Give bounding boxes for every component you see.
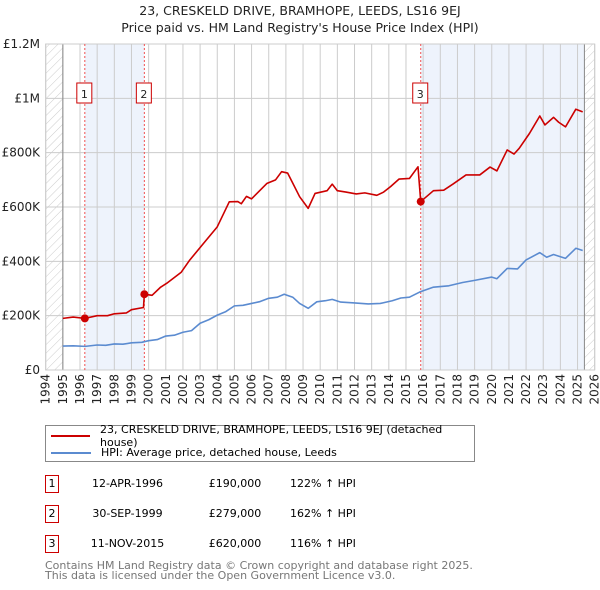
transaction-row: 3 11-NOV-2015 £620,000 116% ↑ HPI xyxy=(45,535,485,555)
y-tick-label: £600K xyxy=(2,200,42,214)
transaction-hpi: 122% ↑ HPI xyxy=(290,477,356,490)
y-tick-label: £200K xyxy=(2,309,42,323)
property-price-line xyxy=(62,108,583,320)
y-tick-label: £1.2M xyxy=(3,37,40,51)
transaction-row: 2 30-SEP-1999 £279,000 162% ↑ HPI xyxy=(45,505,485,525)
sale-point xyxy=(80,314,89,323)
y-tick-label: £400K xyxy=(2,254,42,268)
legend-item-property: 23, CRESKELD DRIVE, BRAMHOPE, LEEDS, LS1… xyxy=(46,423,474,449)
transaction-price: £190,000 xyxy=(208,477,262,490)
transaction-number: 3 xyxy=(45,535,59,553)
sale-point xyxy=(140,290,149,299)
x-tick-label: 2004 xyxy=(210,374,224,405)
x-tick-label: 2020 xyxy=(485,374,499,405)
legend-swatch-property xyxy=(51,434,91,437)
x-tick-label: 2015 xyxy=(399,374,413,405)
x-tick-label: 2001 xyxy=(159,374,173,405)
plot-border xyxy=(45,43,596,371)
x-tick-label: 2021 xyxy=(502,374,516,405)
sale-label-box xyxy=(76,82,93,104)
x-tick-label: 2012 xyxy=(348,374,362,405)
x-tick-label: 2008 xyxy=(279,374,293,405)
x-tick-label: 2025 xyxy=(571,374,585,405)
transaction-price: £620,000 xyxy=(208,537,262,550)
x-tick-label: 2009 xyxy=(296,374,310,405)
x-tick-label: 2011 xyxy=(330,374,344,405)
x-tick-label: 2022 xyxy=(519,374,533,405)
sale-label-number: 1 xyxy=(81,88,88,101)
footer-licence: This data is licensed under the Open Gov… xyxy=(45,569,396,582)
x-tick-label: 2024 xyxy=(553,374,567,405)
legend-label-hpi: HPI: Average price, detached house, Leed… xyxy=(101,446,337,459)
transaction-row: 1 12-APR-1996 £190,000 122% ↑ HPI xyxy=(45,475,485,495)
y-tick-label: £1M xyxy=(14,91,40,105)
x-tick-label: 2017 xyxy=(433,374,447,405)
hpi-line xyxy=(62,247,583,348)
x-tick-label: 2013 xyxy=(365,374,379,405)
x-tick-label: 2007 xyxy=(262,374,276,405)
sale-label-number: 2 xyxy=(140,88,147,101)
transaction-hpi: 116% ↑ HPI xyxy=(290,537,356,550)
sale-label-box xyxy=(412,82,429,104)
sale-label-number: 3 xyxy=(417,88,424,101)
chart-subtitle: Price paid vs. HM Land Registry's House … xyxy=(121,20,479,35)
sale-label-box xyxy=(135,82,152,104)
x-tick-label: 1995 xyxy=(56,374,70,405)
x-tick-label: 2018 xyxy=(450,374,464,405)
legend-label-property: 23, CRESKELD DRIVE, BRAMHOPE, LEEDS, LS1… xyxy=(100,422,443,449)
x-tick-label: 2006 xyxy=(245,374,259,405)
transaction-number: 2 xyxy=(45,505,59,523)
price-chart: 1994 1995 1996 1997 1998 1999 2000 2001 2002 2003… xyxy=(2,37,600,405)
x-tick-label: 2002 xyxy=(176,374,190,405)
x-tick-label: 2000 xyxy=(142,374,156,405)
legend: 23, CRESKELD DRIVE, BRAMHOPE, LEEDS, LS1… xyxy=(45,423,475,462)
sale-point xyxy=(416,197,425,206)
transaction-number: 1 xyxy=(45,475,59,493)
x-tick-label: 1999 xyxy=(124,374,138,405)
x-tick-label: 2003 xyxy=(193,374,207,405)
transaction-price: £279,000 xyxy=(208,507,262,520)
transaction-date: 30-SEP-1999 xyxy=(92,507,163,520)
x-tick-label: 2010 xyxy=(313,374,327,405)
x-tick-label: 1997 xyxy=(90,374,104,405)
footer-copyright: Contains HM Land Registry data © Crown c… xyxy=(45,559,473,572)
transaction-date: 11-NOV-2015 xyxy=(90,537,165,550)
x-tick-label: 2023 xyxy=(536,374,550,405)
y-tick-label: £0 xyxy=(25,363,40,377)
transaction-hpi: 162% ↑ HPI xyxy=(290,507,356,520)
x-tick-label: 1998 xyxy=(107,374,121,405)
x-tick-label: 1994 xyxy=(39,374,53,405)
y-tick-label: £800K xyxy=(2,146,42,160)
chart-title: 23, CRESKELD DRIVE, BRAMHOPE, LEEDS, LS1… xyxy=(139,3,461,18)
x-tick-label: 2005 xyxy=(227,374,241,405)
x-tick-label: 2026 xyxy=(588,374,600,405)
transaction-date: 12-APR-1996 xyxy=(91,477,164,490)
x-tick-label: 1996 xyxy=(73,374,87,405)
x-tick-label: 2016 xyxy=(416,374,430,405)
legend-item-hpi: HPI: Average price, detached house, Leed… xyxy=(46,444,337,461)
legend-swatch-hpi xyxy=(51,451,91,454)
x-tick-label: 2019 xyxy=(468,374,482,405)
x-tick-label: 2014 xyxy=(382,374,396,405)
